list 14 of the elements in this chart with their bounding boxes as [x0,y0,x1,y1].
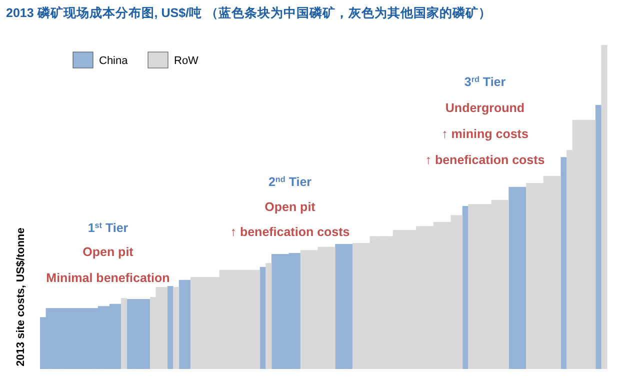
annotation: Minimal benefication [46,271,170,285]
annotation: ↑ benefication costs [425,153,545,167]
annotation: 1$^{st}$ Tier [88,220,128,235]
chart-title: 2013 磷矿现场成本分布图, US$/吨 （蓝色条块为中国磷矿，灰色为其他国家的磷矿） [6,5,492,20]
annotation: Open pit [82,245,134,259]
y-axis-title: 2013 site costs, US$/tonne [15,228,27,366]
legend-label: China [99,55,129,67]
annotation: 2$^{nd}$ Tier [268,174,312,189]
annotation: ↑ benefication costs [230,225,350,239]
annotation: ↑ mining costs [442,127,528,141]
annotation: Underground [445,101,525,115]
legend-label: RoW [174,55,200,67]
annotation: Open pit [264,200,316,214]
annotation: 3$^{rd}$ Tier [464,74,506,89]
